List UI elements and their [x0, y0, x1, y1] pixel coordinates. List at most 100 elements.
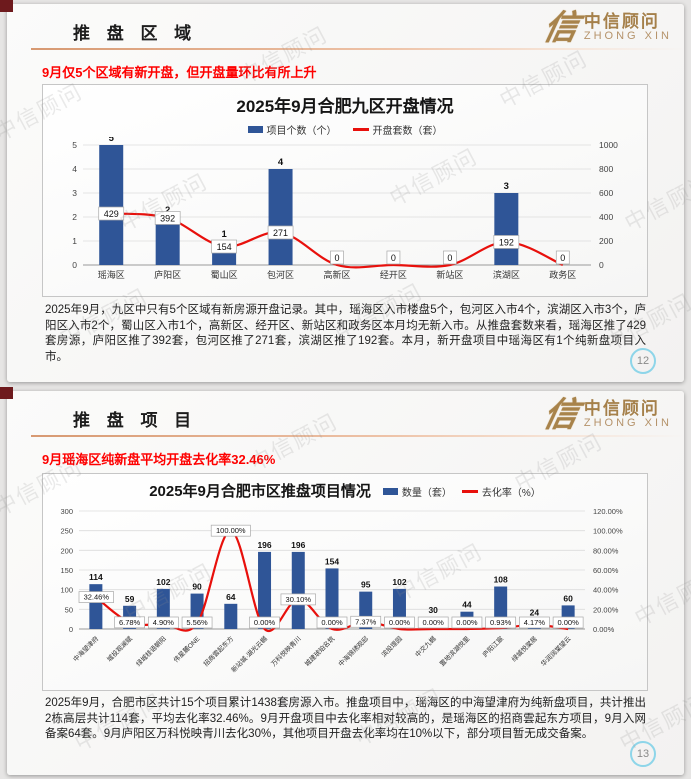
- svg-text:60: 60: [563, 593, 573, 603]
- chart-card-districts: 2025年9月合肥九区开盘情况 项目个数（个） 开盘套数（套） 0 1 2 3 4 5 0 2…: [42, 84, 648, 297]
- line-swatch-icon: [461, 490, 478, 493]
- zhongxin-logo: 信 中信顾问 ZHONG XIN: [540, 8, 672, 48]
- svg-text:2: 2: [165, 205, 170, 216]
- svg-text:0.00%: 0.00%: [557, 618, 579, 627]
- zhongxin-logo-glyph: 信: [539, 395, 583, 435]
- svg-text:包河区: 包河区: [267, 269, 294, 280]
- legend-label: 开盘套数（套）: [372, 126, 443, 137]
- slide-launch-areas: 推 盘 区 域 信 中信顾问 ZHONG XIN 9月仅5个区域有新开盘，但开盘…: [7, 4, 684, 382]
- svg-text:108: 108: [494, 575, 508, 585]
- svg-text:中海锦绣观邸: 中海锦绣观邸: [336, 634, 370, 668]
- zhongxin-logo-glyph: 信: [539, 8, 583, 48]
- legend-item-bar: 数量（套）: [382, 484, 452, 499]
- svg-text:20.00%: 20.00%: [593, 605, 619, 614]
- svg-text:0.00%: 0.00%: [321, 618, 343, 627]
- svg-text:0: 0: [334, 253, 339, 263]
- page-title: 推 盘 项 目: [73, 411, 198, 430]
- svg-text:0.00%: 0.00%: [456, 618, 478, 627]
- svg-text:蜀山区: 蜀山区: [211, 270, 238, 280]
- bar-swatch-icon: [382, 488, 398, 495]
- svg-text:271: 271: [273, 228, 288, 238]
- svg-text:庐阳江宸: 庐阳江宸: [480, 634, 505, 659]
- svg-text:600: 600: [599, 188, 613, 198]
- summary-paragraph: 2025年9月，九区中只有5个区域有新房源开盘记录。其中，瑶海区入市楼盘5个，包…: [45, 304, 646, 363]
- svg-text:24: 24: [530, 608, 540, 618]
- svg-text:40.00%: 40.00%: [593, 586, 619, 595]
- svg-text:0.00%: 0.00%: [593, 625, 615, 634]
- legend-item-line: 去化率（%）: [461, 484, 541, 499]
- svg-text:100.00%: 100.00%: [593, 527, 623, 536]
- slide-corner-accent: [0, 387, 13, 399]
- svg-text:政务区: 政务区: [549, 269, 576, 280]
- svg-text:100.00%: 100.00%: [216, 526, 246, 535]
- svg-text:华润润棠望云: 华润润棠望云: [539, 634, 573, 668]
- svg-text:4.90%: 4.90%: [153, 618, 175, 627]
- svg-text:102: 102: [392, 577, 406, 587]
- svg-text:置地滨湖悦里: 置地滨湖悦里: [437, 634, 471, 668]
- svg-text:0: 0: [599, 260, 604, 270]
- svg-text:200: 200: [60, 546, 73, 555]
- svg-text:新站区: 新站区: [436, 269, 463, 280]
- svg-text:高新区: 高新区: [323, 269, 350, 280]
- svg-text:30: 30: [428, 605, 438, 615]
- svg-text:250: 250: [60, 527, 73, 536]
- svg-text:5: 5: [109, 137, 115, 144]
- header-divider: [31, 48, 684, 50]
- svg-text:196: 196: [257, 540, 271, 550]
- svg-text:100: 100: [60, 586, 73, 595]
- svg-text:绿城桂语朝阳: 绿城桂语朝阳: [134, 634, 168, 668]
- bar-swatch-icon: [247, 126, 263, 133]
- slide-subtitle: 9月仅5个区域有新开盘，但开盘量环比有所上升: [42, 65, 317, 80]
- logo-name-en: ZHONG XIN: [583, 417, 672, 430]
- svg-text:114: 114: [89, 572, 103, 582]
- svg-text:59: 59: [125, 594, 135, 604]
- svg-text:30.10%: 30.10%: [286, 595, 312, 604]
- svg-text:1: 1: [72, 236, 77, 246]
- svg-text:300: 300: [60, 507, 73, 516]
- chart-card-projects: 2025年9月合肥市区推盘项目情况 数量（套） 去化率（%） 0 50 100 150…: [42, 473, 648, 691]
- svg-text:0.00%: 0.00%: [389, 618, 411, 627]
- page-number-badge: 13: [630, 741, 656, 767]
- svg-text:城建琥珀名筑: 城建琥珀名筑: [302, 634, 336, 668]
- svg-text:4: 4: [72, 164, 77, 174]
- slide-launch-projects: 推 盘 项 目 信 中信顾问 ZHONG XIN 9月瑶海区纯新盘平均开盘去化率…: [7, 391, 684, 775]
- svg-text:0: 0: [447, 253, 452, 263]
- svg-text:滨湖区: 滨湖区: [493, 269, 520, 280]
- svg-text:4: 4: [278, 157, 284, 168]
- svg-text:城投观澜赋: 城投观澜赋: [105, 634, 135, 664]
- svg-text:44: 44: [462, 600, 472, 610]
- svg-text:0: 0: [560, 253, 565, 263]
- svg-text:0: 0: [72, 260, 77, 270]
- svg-text:154: 154: [217, 242, 232, 252]
- svg-text:50: 50: [65, 605, 73, 614]
- legend-label: 数量（套）: [401, 488, 452, 499]
- svg-text:中海望津府: 中海望津府: [71, 634, 101, 664]
- legend-label: 项目个数（个）: [266, 126, 337, 137]
- svg-text:中交九樾: 中交九樾: [413, 634, 438, 659]
- chart-legend: 数量（套） 去化率（%）: [382, 484, 541, 499]
- svg-text:5.56%: 5.56%: [186, 618, 208, 627]
- svg-text:庐阳区: 庐阳区: [154, 269, 181, 280]
- logo-name-cn: 中信顾问: [583, 12, 660, 32]
- svg-text:800: 800: [599, 164, 613, 174]
- svg-text:32.46%: 32.46%: [84, 593, 110, 602]
- logo-name-en: ZHONG XIN: [583, 30, 672, 43]
- zhongxin-logo: 信 中信顾问 ZHONG XIN: [540, 395, 672, 435]
- legend-item-line: 开盘套数（套）: [352, 122, 443, 137]
- chart-title: 2025年9月合肥九区开盘情况: [236, 97, 454, 116]
- svg-text:6.78%: 6.78%: [119, 618, 141, 627]
- svg-text:429: 429: [104, 209, 119, 219]
- page-title: 推 盘 区 域: [73, 24, 198, 43]
- chart-legend: 项目个数（个） 开盘套数（套）: [43, 122, 647, 137]
- logo-name-cn: 中信顾问: [583, 399, 660, 419]
- svg-text:196: 196: [291, 540, 305, 550]
- svg-text:经开区: 经开区: [380, 269, 407, 280]
- svg-text:滨投璟园: 滨投璟园: [379, 634, 404, 659]
- projects-combo-chart: 0 50 100 150 200 250 300 0.00% 20.00% 40.00% 60.00…: [60, 507, 623, 674]
- svg-text:90: 90: [192, 582, 202, 592]
- svg-text:绿城悦棠居: 绿城悦棠居: [509, 634, 539, 664]
- svg-text:392: 392: [160, 213, 175, 223]
- svg-text:7.37%: 7.37%: [355, 617, 377, 626]
- svg-text:400: 400: [599, 212, 613, 222]
- svg-text:瑶海区: 瑶海区: [98, 269, 125, 280]
